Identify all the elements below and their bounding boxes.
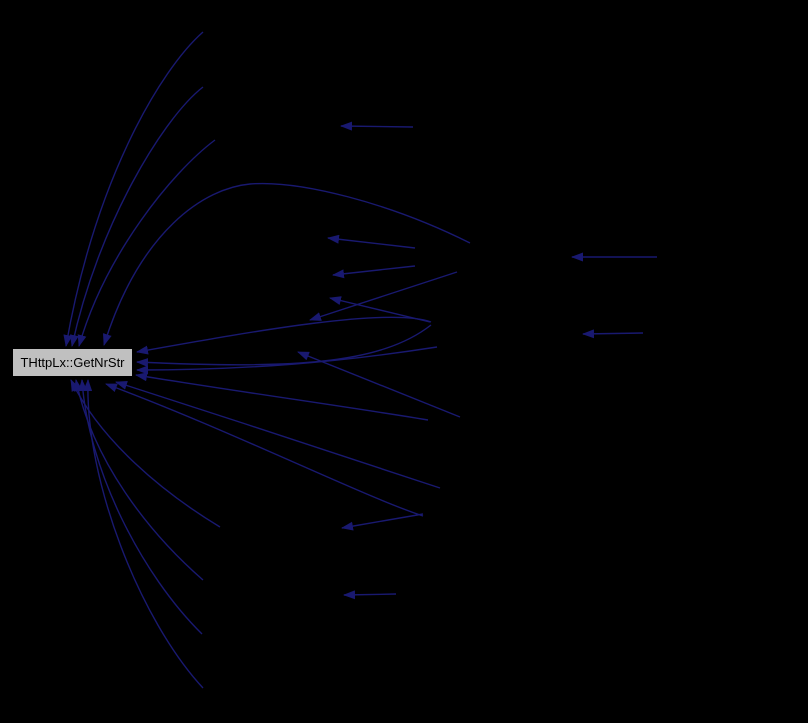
node-thttplx-getnrstr[interactable]: THttpLx::GetNrStr — [12, 348, 133, 377]
graph-edge-caller-arc-bottom-2 — [73, 379, 204, 581]
graph-edge-inner-edge-6 — [297, 351, 461, 418]
graph-edge-caller-line-right-1 — [136, 316, 432, 355]
graph-edge-caller-arc-bottom-4 — [83, 379, 204, 689]
graph-edge-inner-edge-8 — [343, 590, 397, 600]
graph-edge-caller-arc-bottom-1 — [70, 379, 221, 528]
graph-edge-inner-edge-7 — [341, 513, 424, 531]
graph-edge-caller-line-right-6 — [105, 383, 424, 517]
graph-edge-inner-edge-3 — [332, 265, 416, 279]
node-label: THttpLx::GetNrStr — [20, 355, 125, 370]
graph-edge-caller-arc-top-1 — [63, 31, 204, 347]
graph-edge-inner-edge-1 — [340, 121, 414, 131]
graph-edge-caller-line-right-3 — [136, 346, 438, 375]
graph-edge-right-edge-2 — [582, 329, 644, 339]
graph-edge-caller-arc-top-3 — [77, 139, 216, 347]
graph-edge-inner-edge-2 — [327, 234, 416, 249]
graph-edge-caller-line-right-4 — [135, 372, 429, 421]
graph-edge-caller-arc-long — [102, 182, 471, 346]
graph-edge-caller-line-right-5 — [115, 381, 441, 489]
graph-edge-caller-arc-bottom-3 — [78, 379, 203, 635]
graph-edge-inner-edge-4 — [309, 271, 458, 321]
graph-edge-inner-edge-5 — [329, 296, 431, 323]
graph-edge-caller-arc-top-2 — [69, 86, 204, 347]
